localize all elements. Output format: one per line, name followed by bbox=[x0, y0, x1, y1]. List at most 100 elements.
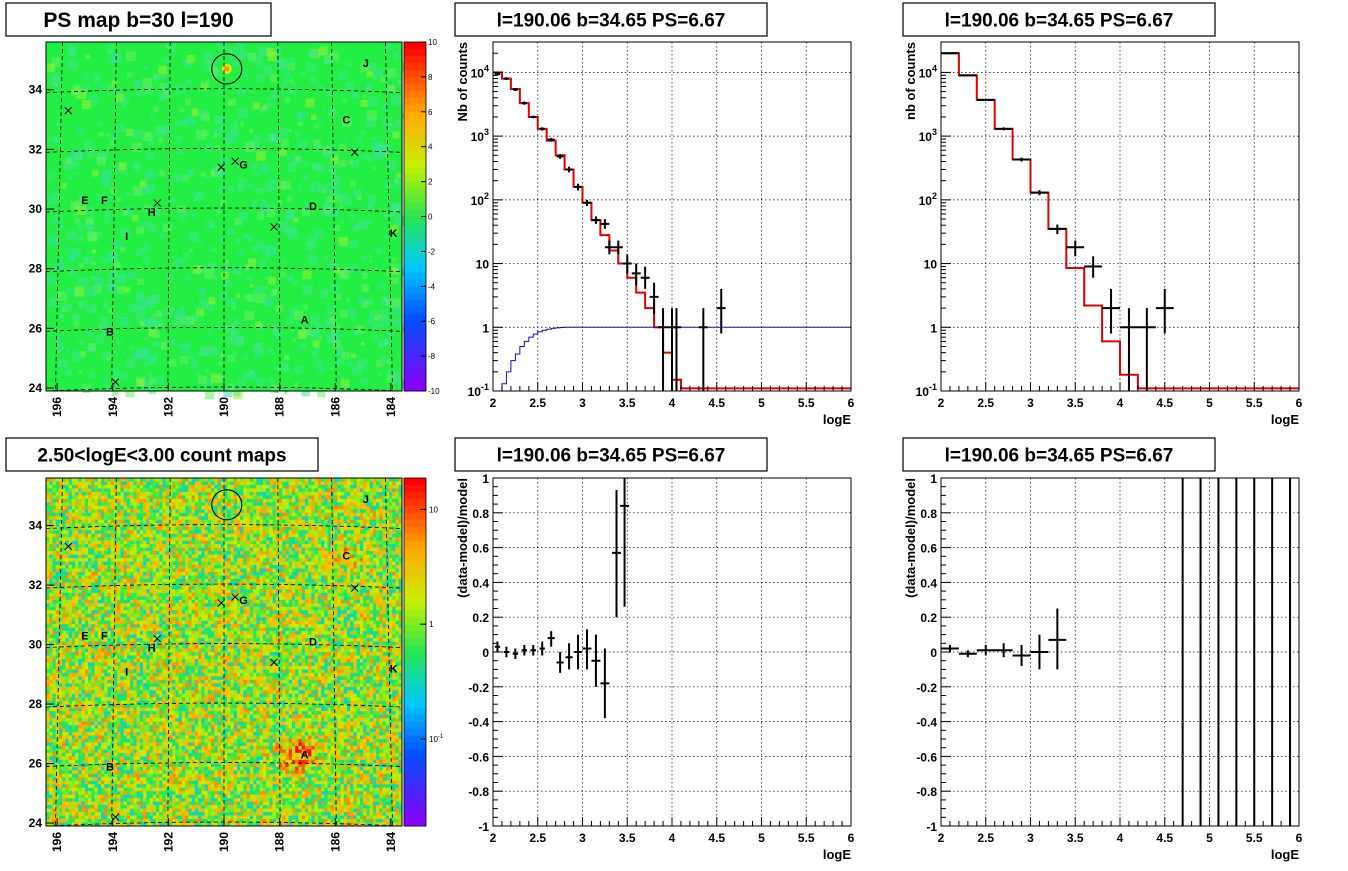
chart-3-pixel bbox=[81, 690, 86, 695]
chart-0-noise bbox=[244, 142, 255, 152]
chart-3-pixel bbox=[62, 766, 66, 771]
chart-0-noise bbox=[112, 80, 118, 86]
chart-3-pixel bbox=[81, 801, 86, 806]
chart-3-pixel bbox=[49, 509, 53, 514]
chart-3-pixel bbox=[94, 610, 99, 615]
chart-3-pixel bbox=[120, 662, 124, 667]
chart-3-pixel bbox=[130, 498, 134, 503]
chart-3-pixel bbox=[107, 728, 112, 733]
chart-3-pixel bbox=[159, 752, 163, 757]
chart-3-pixel bbox=[46, 488, 50, 493]
chart-0-noise bbox=[72, 351, 83, 362]
chart-0-noise bbox=[391, 371, 401, 381]
chart-0-noise bbox=[217, 324, 222, 330]
chart-3-pixel bbox=[162, 526, 167, 531]
chart-0-noise bbox=[76, 235, 84, 243]
chart-0-noise bbox=[220, 156, 228, 164]
chart-3-pixel bbox=[120, 606, 124, 611]
chart-3-pixel bbox=[46, 631, 50, 635]
chart-0-noise bbox=[268, 377, 274, 382]
y-tick-label: 104 bbox=[919, 63, 937, 80]
chart-0-noise bbox=[156, 342, 161, 348]
chart-3-pixel bbox=[133, 533, 137, 538]
chart-3-pixel bbox=[97, 658, 102, 663]
chart-3-pixel bbox=[68, 558, 73, 562]
chart-3-pixel bbox=[136, 759, 141, 764]
chart-0-noise bbox=[337, 166, 342, 170]
chart-3-pixel bbox=[62, 498, 66, 503]
chart-3-pixel bbox=[123, 603, 128, 608]
chart-3-pixel bbox=[130, 484, 134, 489]
chart-3-pixel bbox=[139, 509, 144, 514]
chart-3-pixel bbox=[88, 700, 92, 705]
chart-3-pixel bbox=[58, 481, 63, 486]
chart-3-pixel bbox=[110, 704, 115, 708]
chart-0-grid-lon bbox=[277, 41, 281, 392]
chart-3-pixel bbox=[123, 558, 128, 562]
chart-3-pixel bbox=[159, 721, 163, 726]
colorbar-segment bbox=[404, 377, 426, 385]
chart-3-pixel bbox=[62, 763, 66, 768]
chart-3-pixel bbox=[104, 672, 108, 677]
chart-3-pixel bbox=[84, 478, 89, 482]
chart-3-pixel bbox=[117, 578, 121, 583]
chart-0-noise bbox=[146, 152, 155, 161]
chart-3-pixel bbox=[149, 777, 154, 782]
chart-3-pixel bbox=[107, 592, 112, 597]
chart-0-noise bbox=[266, 209, 275, 218]
chart-3-pixel bbox=[120, 512, 124, 517]
chart-3-pixel bbox=[156, 669, 160, 674]
chart-0-noise bbox=[238, 72, 242, 76]
chart-3-pixel bbox=[149, 554, 154, 559]
chart-0-noise bbox=[249, 371, 253, 375]
chart-3-pixel bbox=[75, 516, 79, 521]
chart-3-pixel bbox=[97, 686, 102, 691]
chart-3-pixel bbox=[156, 544, 160, 548]
chart-3-pixel bbox=[94, 652, 99, 656]
chart-3-pixel bbox=[55, 481, 60, 486]
chart-3-pixel bbox=[130, 554, 134, 559]
chart-3-pixel bbox=[68, 752, 73, 757]
chart-3-pixel bbox=[55, 686, 60, 691]
chart-0-noise bbox=[361, 300, 369, 308]
chart-3-pixel bbox=[156, 784, 160, 789]
chart-3-pixel bbox=[107, 742, 112, 747]
chart-3-pixel bbox=[49, 683, 53, 688]
chart-3-pixel bbox=[84, 704, 89, 708]
chart-3-pixel bbox=[94, 721, 99, 726]
chart-3-pixel bbox=[152, 551, 157, 555]
chart-3-pixel bbox=[117, 763, 121, 768]
chart-3-pixel bbox=[139, 516, 144, 521]
chart-3-pixel bbox=[149, 655, 154, 660]
chart-3-pixel bbox=[126, 610, 131, 615]
chart-3-pixel bbox=[75, 721, 79, 726]
chart-3-pixel bbox=[130, 725, 134, 729]
chart-3-pixel bbox=[58, 791, 63, 795]
chart-3-pixel bbox=[123, 596, 128, 601]
chart-3-pixel bbox=[65, 766, 69, 771]
chart-3-pixel bbox=[143, 711, 147, 715]
chart-3-pixel bbox=[55, 655, 60, 660]
chart-3-pixel bbox=[136, 512, 141, 517]
chart-3-pixel bbox=[62, 578, 66, 583]
chart-3-pixel bbox=[133, 627, 137, 632]
chart-3-pixel bbox=[101, 784, 105, 789]
chart-3-pixel bbox=[120, 627, 124, 632]
chart-3-pixel bbox=[123, 683, 128, 688]
chart-3-pixel bbox=[91, 530, 95, 534]
chart-3-pixel bbox=[107, 568, 112, 573]
chart-3-pixel bbox=[117, 568, 121, 573]
chart-3-pixel bbox=[78, 613, 82, 618]
chart-3-pixel bbox=[88, 526, 92, 531]
chart-3-pixel bbox=[126, 672, 131, 677]
chart-3-pixel bbox=[113, 596, 118, 601]
chart-3-pixel bbox=[110, 512, 115, 517]
chart-3-pixel bbox=[139, 544, 144, 548]
chart-3-pixel bbox=[123, 648, 128, 653]
chart-3-pixel bbox=[71, 725, 76, 729]
chart-0-noise bbox=[149, 302, 156, 309]
chart-0-noise bbox=[393, 318, 402, 327]
chart-3-pixel bbox=[62, 707, 66, 712]
chart-3-pixel bbox=[156, 728, 160, 733]
chart-3-pixel bbox=[94, 533, 99, 538]
